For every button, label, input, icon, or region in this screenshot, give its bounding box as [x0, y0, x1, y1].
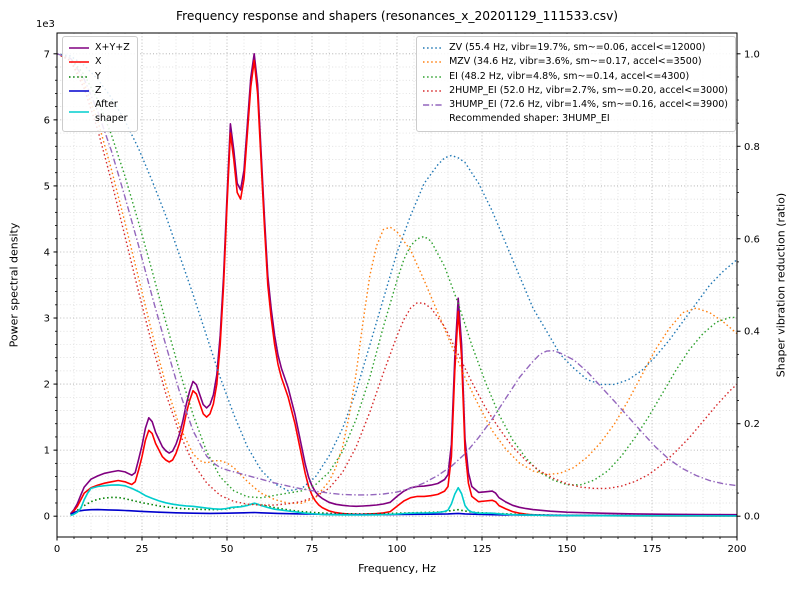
legend-label: ZV (55.4 Hz, vibr=19.7%, sm~=0.06, accel…	[449, 42, 706, 53]
svg-text:0: 0	[44, 512, 50, 523]
legend-label: After shaper	[95, 99, 128, 125]
legend-label: X+Y+Z	[95, 42, 130, 53]
svg-text:0.6: 0.6	[744, 234, 760, 245]
curves	[57, 52, 737, 517]
svg-text:25: 25	[136, 544, 149, 555]
legend-line-sample	[422, 100, 444, 110]
legend-item-2hump-ei: 2HUMP_EI (52.0 Hz, vibr=2.7%, sm~=0.20, …	[422, 84, 728, 98]
legend-item-y: Y	[68, 70, 130, 84]
legend-psd: X+Y+Z X Y Z After shaper	[62, 36, 138, 132]
series-x	[70, 59, 737, 517]
legend-label: 2HUMP_EI (52.0 Hz, vibr=2.7%, sm~=0.20, …	[449, 84, 728, 96]
svg-text:50: 50	[221, 544, 234, 555]
y-axis-label-right: Shaper vibration reduction (ratio)	[774, 192, 788, 378]
svg-text:4: 4	[44, 247, 50, 258]
legend-item-z: Z	[68, 84, 130, 98]
legend-shapers: ZV (55.4 Hz, vibr=19.7%, sm~=0.06, accel…	[416, 36, 736, 132]
svg-text:7: 7	[44, 49, 50, 60]
series-after-shaper	[70, 484, 737, 517]
legend-line-sample	[68, 72, 90, 82]
legend-label: EI (48.2 Hz, vibr=4.8%, sm~=0.14, accel<…	[449, 70, 690, 82]
svg-text:0.2: 0.2	[744, 419, 760, 430]
svg-text:0.8: 0.8	[744, 142, 760, 153]
legend-item-recommendation: Recommended shaper: 3HUMP_EI	[422, 112, 728, 126]
series-z	[70, 508, 737, 517]
series-zv	[57, 53, 737, 492]
svg-text:5: 5	[44, 181, 50, 192]
svg-text:200: 200	[727, 544, 746, 555]
svg-text:2: 2	[44, 380, 50, 391]
legend-item-after-shaper: After shaper	[68, 98, 130, 127]
series-x-y-z	[69, 52, 737, 516]
x-axis-label: Frequency, Hz	[358, 562, 436, 575]
svg-text:0.0: 0.0	[744, 512, 760, 523]
svg-text:3: 3	[44, 314, 50, 325]
legend-item-ei: EI (48.2 Hz, vibr=4.8%, sm~=0.14, accel<…	[422, 70, 728, 84]
series-3hump-ei	[57, 53, 737, 496]
svg-text:175: 175	[642, 544, 661, 555]
legend-label: Y	[95, 70, 101, 82]
legend-line-sample	[422, 86, 444, 96]
legend-line-sample	[422, 72, 444, 82]
legend-item-x-y-z: X+Y+Z	[68, 41, 130, 55]
svg-text:125: 125	[472, 544, 491, 555]
svg-text:150: 150	[557, 544, 576, 555]
ticks: 0 25 50 75 100 125 150 175 200 0 1 2 3 4 5 6 7 0.0 0.2 0.4 0…	[44, 49, 760, 555]
svg-text:75: 75	[306, 544, 319, 555]
legend-item-3hump-ei: 3HUMP_EI (72.6 Hz, vibr=1.4%, sm~=0.16, …	[422, 98, 728, 112]
legend-line-sample	[422, 43, 444, 53]
legend-line-sample	[68, 57, 90, 67]
y-axis-offset-label: 1e3	[36, 19, 55, 30]
svg-text:100: 100	[387, 544, 406, 555]
svg-text:0.4: 0.4	[744, 327, 760, 338]
legend-item-zv: ZV (55.4 Hz, vibr=19.7%, sm~=0.06, accel…	[422, 41, 728, 55]
legend-label: Recommended shaper: 3HUMP_EI	[449, 113, 610, 125]
series-mzv	[57, 53, 737, 504]
svg-text:1: 1	[44, 446, 50, 457]
legend-line-sample	[422, 57, 444, 67]
y-axis-label-left: Power spectral density	[7, 222, 21, 348]
svg-text:1.0: 1.0	[744, 49, 760, 60]
legend-label: X	[95, 56, 102, 68]
legend-item-x: X	[68, 55, 130, 69]
svg-text:6: 6	[44, 115, 50, 126]
legend-label: MZV (34.6 Hz, vibr=3.6%, sm~=0.17, accel…	[449, 56, 702, 68]
legend-line-sample	[68, 107, 90, 117]
legend-line-sample	[68, 86, 90, 96]
legend-label: 3HUMP_EI (72.6 Hz, vibr=1.4%, sm~=0.16, …	[449, 99, 728, 110]
chart-title: Frequency response and shapers (resonanc…	[175, 9, 619, 23]
legend-label: Z	[95, 84, 102, 96]
legend-line-sample	[68, 43, 90, 53]
legend-item-mzv: MZV (34.6 Hz, vibr=3.6%, sm~=0.17, accel…	[422, 55, 728, 69]
svg-text:0: 0	[54, 544, 60, 555]
